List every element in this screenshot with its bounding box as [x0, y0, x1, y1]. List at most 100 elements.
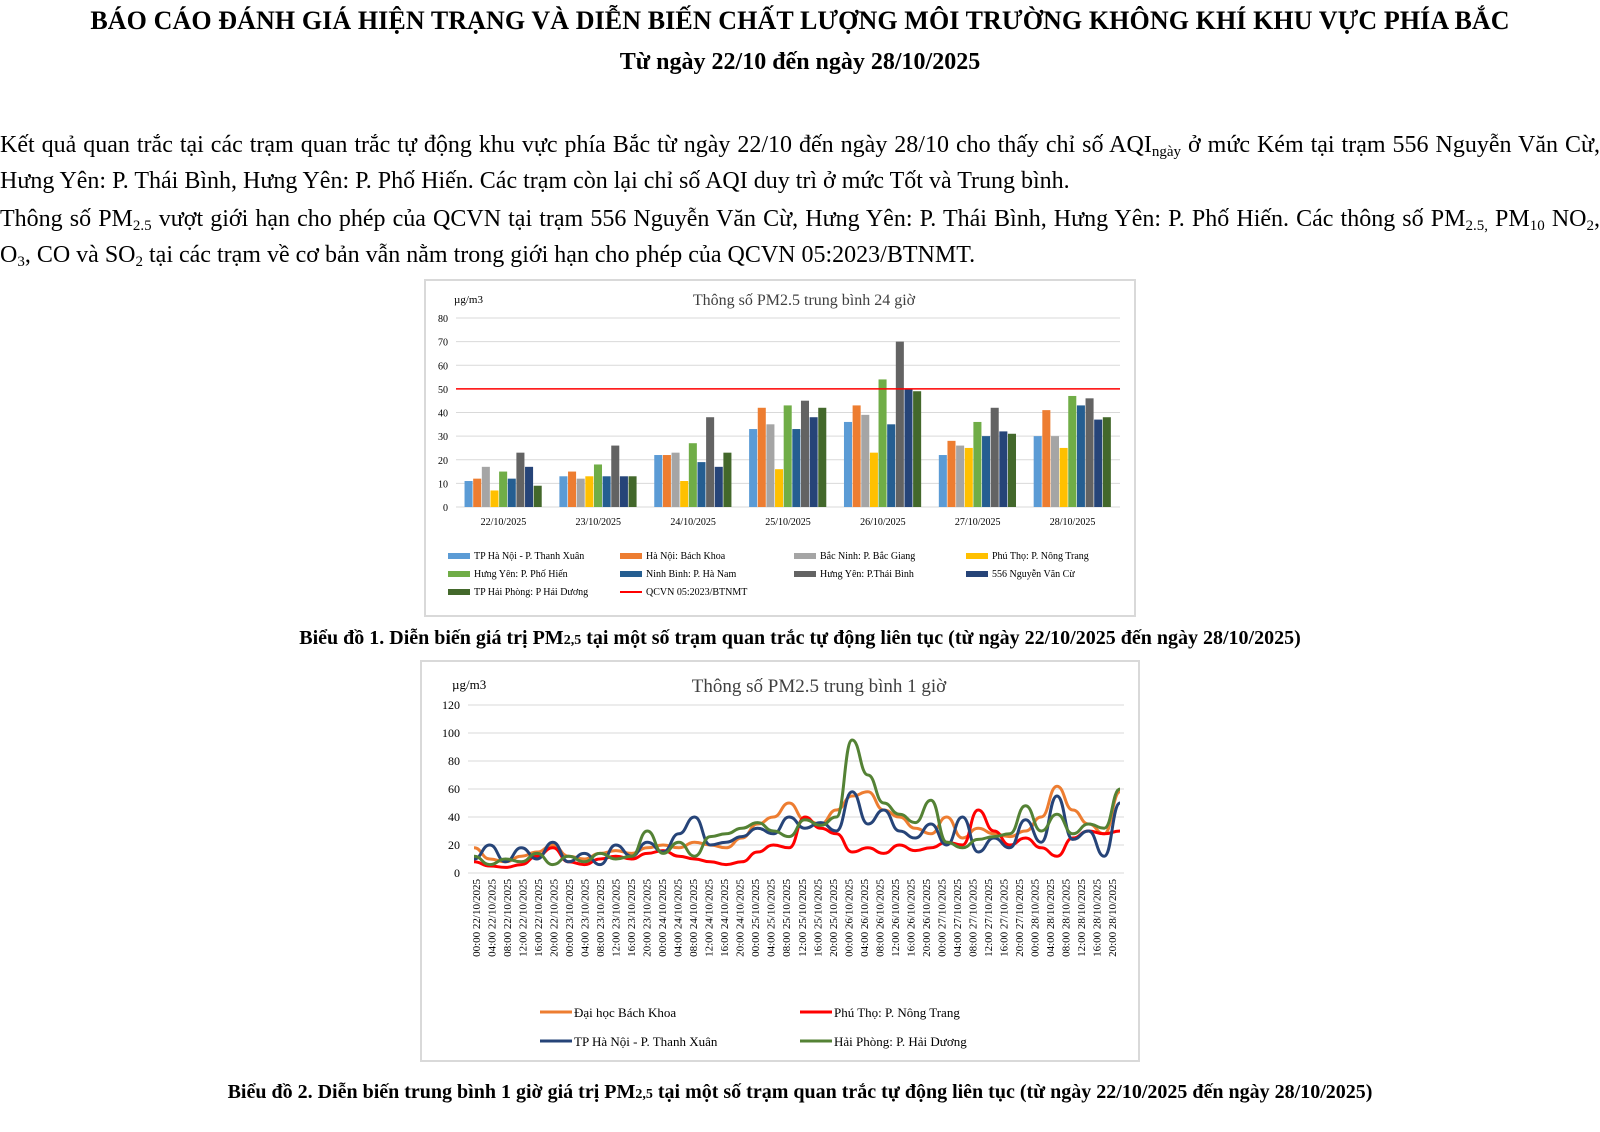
chart2-xtick-label: 16:00 23/10/2025 [626, 879, 638, 957]
chart1-bar [938, 455, 947, 507]
chart2-xtick-label: 20:00 27/10/2025 [1014, 879, 1026, 957]
chart1-bar [585, 476, 594, 507]
chart1-bar [1102, 417, 1111, 507]
caption1-subscript: 2,5 [563, 633, 582, 648]
chart1-legend-label: 556 Nguyễn Văn Cừ [992, 569, 1075, 580]
chart1-bar [800, 400, 810, 507]
chart1-bar [688, 443, 697, 507]
chart1-bar [1033, 436, 1042, 507]
chart2-xtick-label: 08:00 23/10/2025 [595, 879, 607, 957]
chart1-legend-label: Hưng Yên: P.Thái Bình [820, 569, 914, 580]
chart1-legend-swatch [794, 571, 816, 577]
chart1-ytick-label: 70 [438, 338, 448, 349]
chart2-caption: Biểu đồ 2. Diễn biến trung bình 1 giờ gi… [0, 1081, 1600, 1104]
chart2-xtick-label: 08:00 27/10/2025 [967, 879, 979, 957]
para2-s4: 2 [1586, 218, 1595, 234]
chart1-bar [1094, 419, 1103, 507]
chart1-ylabel: µg/m3 [454, 294, 483, 306]
chart1-bar [869, 452, 878, 507]
chart1-legend-swatch [620, 553, 642, 559]
chart1-xtick-label: 28/10/2025 [1050, 517, 1096, 528]
chart2-xtick-label: 12:00 23/10/2025 [611, 879, 623, 957]
chart1-bar [499, 471, 508, 507]
chart2-xtick-label: 16:00 27/10/2025 [998, 879, 1010, 957]
chart1-bar [680, 481, 689, 507]
chart1-legend-swatch [966, 571, 988, 577]
chart1-bar [619, 476, 628, 507]
chart1-ytick-label: 20 [438, 456, 448, 467]
chart1-bar [852, 405, 861, 507]
chart2-ytick-label: 40 [448, 810, 460, 824]
chart1-legend-label: Bắc Ninh: P. Bắc Giang [820, 551, 915, 562]
chart2-legend-label: Hải Phòng: P. Hải Dương [834, 1034, 967, 1049]
chart1-bar [1007, 433, 1017, 507]
chart1-bar [999, 431, 1008, 507]
para2-t7: tại các trạm về cơ bản vẫn nằm trong giớ… [143, 242, 976, 268]
chart2-xtick-label: 04:00 27/10/2025 [952, 879, 964, 957]
caption2-subscript: 2,5 [635, 1087, 653, 1102]
chart1-legend-label: Phú Thọ: P. Nông Trang [992, 551, 1089, 562]
paragraph-aqi-summary: Kết quả quan trắc tại các trạm quan trắc… [0, 127, 1600, 199]
chart2-xtick-label: 20:00 23/10/2025 [642, 879, 654, 957]
chart2-legend-label: TP Hà Nội - P. Thanh Xuân [574, 1034, 718, 1049]
chart2-xtick-label: 12:00 28/10/2025 [1076, 879, 1088, 957]
chart2-xtick-label: 12:00 24/10/2025 [704, 879, 716, 957]
chart1-bar [964, 447, 973, 507]
chart1-bar [895, 341, 904, 507]
chart1-xtick-label: 23/10/2025 [576, 517, 622, 528]
chart1-bar [714, 466, 723, 507]
caption1-text-a: Biểu đồ 1. Diễn biến giá trị PM [299, 627, 564, 649]
chart1-bar [473, 478, 482, 507]
chart2-legend-label: Đại học Bách Khoa [574, 1005, 676, 1020]
chart1-bar [516, 452, 525, 507]
chart1-frame: µg/m3 Thông số PM2.5 trung bình 24 giờ 0 10… [424, 279, 1136, 617]
chart2-xtick-label: 20:00 28/10/2025 [1107, 879, 1119, 957]
chart1-caption: Biểu đồ 1. Diễn biến giá trị PM2,5 tại m… [0, 627, 1600, 650]
chart1-bar [490, 490, 499, 507]
para2-t4: NO [1544, 206, 1587, 232]
chart2-xtick-label: 08:00 26/10/2025 [874, 879, 886, 957]
chart1-bar [1076, 405, 1085, 507]
chart1-bar [568, 471, 577, 507]
chart1-legend-swatch [448, 553, 470, 559]
chart2-frame: µg/m3 Thông số PM2.5 trung bình 1 giờ 0 20 4… [420, 660, 1140, 1062]
chart2-title: Thông số PM2.5 trung bình 1 giờ [692, 676, 947, 697]
chart2-xtick-label: 16:00 28/10/2025 [1091, 879, 1103, 957]
chart2-xtick-label: 20:00 25/10/2025 [828, 879, 840, 957]
para2-t6: , CO và SO [24, 242, 136, 268]
chart1-bar [628, 476, 637, 507]
chart2-xtick-label: 04:00 23/10/2025 [580, 879, 592, 957]
chart1-legend-label: TP Hải Phòng: P Hải Dương [474, 587, 588, 598]
chart2-xtick-label: 04:00 25/10/2025 [766, 879, 778, 957]
chart1-legend-swatch [620, 571, 642, 577]
chart1-bar [671, 452, 680, 507]
chart1-bar [775, 469, 784, 507]
chart1-bar [706, 417, 715, 507]
chart1-bar [1085, 398, 1094, 507]
chart2-xtick-label: 08:00 22/10/2025 [502, 879, 514, 957]
chart1-bar [481, 466, 490, 507]
chart1-bar [904, 388, 913, 507]
chart1-bar [913, 391, 922, 507]
chart2-xtick-label: 12:00 26/10/2025 [890, 879, 902, 957]
para1-text-a: Kết quả quan trắc tại các trạm quan trắc… [0, 132, 1152, 158]
chart1-xtick-label: 25/10/2025 [765, 517, 811, 528]
chart2-xtick-label: 12:00 25/10/2025 [797, 879, 809, 957]
chart1-bar [818, 407, 827, 507]
chart1-ytick-label: 0 [443, 503, 448, 514]
chart2-xtick-label: 08:00 24/10/2025 [688, 879, 700, 957]
para2-s1: 2.5 [132, 218, 152, 234]
chart1-legend-label: QCVN 05:2023/BTNMT [646, 587, 747, 598]
report-date-range: Từ ngày 22/10 đến ngày 28/10/2025 [619, 49, 981, 75]
report-title: BÁO CÁO ĐÁNH GIÁ HIỆN TRẠNG VÀ DIỄN BIẾN… [90, 6, 1510, 35]
chart1-legend-label: Ninh Bình: P. Hà Nam [646, 569, 737, 580]
chart1-legend-swatch [966, 553, 988, 559]
caption2-text-a: Biểu đồ 2. Diễn biến trung bình 1 giờ gi… [227, 1081, 636, 1103]
chart2-ytick-label: 20 [448, 838, 460, 852]
chart2-series-line [473, 808, 1121, 869]
chart2-xtick-label: 04:00 26/10/2025 [859, 879, 871, 957]
chart1-bar [757, 407, 766, 507]
chart2-xtick-label: 16:00 24/10/2025 [719, 879, 731, 957]
chart2-xtick-label: 00:00 26/10/2025 [843, 879, 855, 957]
chart1-bar [697, 462, 706, 507]
